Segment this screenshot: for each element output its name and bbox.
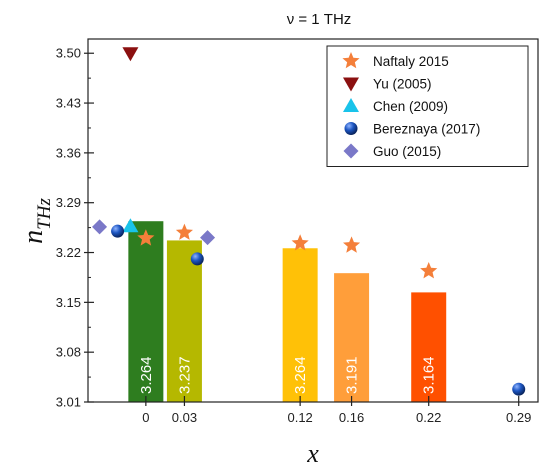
bar-labels-layer: 3.264 3.237 3.264 3.191 3.164: [138, 356, 438, 394]
bar: [128, 221, 164, 402]
x-tick-label: 0.22: [416, 410, 441, 425]
data-point-diamond: [200, 230, 216, 246]
y-ticks: 3.01 3.08 3.15 3.22 3.29 3.36 3.43 3.50: [56, 46, 94, 410]
legend-entry-label: Naftaly 2015: [373, 54, 449, 69]
bar: [166, 240, 202, 402]
data-point-sphere: [111, 224, 125, 238]
legend-marker-diamond: [343, 143, 359, 159]
data-point-sphere: [190, 252, 204, 266]
svg-text:nTHz: nTHz: [18, 198, 55, 244]
legend-marker-star: [342, 52, 360, 69]
data-point-triangle-down: [122, 47, 139, 62]
data-point-star: [291, 234, 309, 251]
x-tick-label: 0.03: [172, 410, 197, 425]
bar-value-label: 3.237: [176, 356, 193, 394]
x-ticks: 0 0.03 0.12 0.16 0.22 0.29: [142, 396, 531, 425]
legend-marker-triangle-down: [343, 77, 359, 92]
bar-value-label: 3.264: [292, 356, 309, 394]
data-point-star: [420, 262, 438, 279]
bar-value-label: 3.264: [138, 356, 155, 394]
x-tick-label: 0.29: [506, 410, 531, 425]
points-layer: [92, 47, 526, 396]
y-tick-label: 3.50: [56, 46, 81, 61]
y-tick-label: 3.15: [56, 295, 81, 310]
legend-marker-triangle-up: [343, 98, 359, 112]
bar-value-label: 3.191: [344, 356, 361, 394]
x-axis-label: x: [306, 439, 319, 468]
x-tick-label: 0: [142, 410, 149, 425]
legend-entry-label: Yu (2005): [373, 77, 432, 92]
y-tick-label: 3.29: [56, 195, 81, 210]
x-tick-label: 0.12: [287, 410, 312, 425]
data-point-sphere: [512, 382, 526, 396]
bar: [411, 292, 447, 402]
data-point-star: [175, 223, 193, 240]
y-axis-label-main: n: [18, 230, 49, 244]
data-point-diamond: [92, 219, 108, 235]
y-axis-label: nTHz: [18, 198, 55, 244]
y-tick-label: 3.08: [56, 345, 81, 360]
y-tick-label: 3.01: [56, 395, 81, 410]
chart-title: ν = 1 THz: [287, 11, 352, 28]
x-tick-label: 0.16: [339, 410, 364, 425]
data-point-star: [343, 236, 361, 253]
legend-entry-label: Chen (2009): [373, 99, 448, 114]
bar: [334, 273, 370, 402]
data-point-star: [137, 229, 155, 246]
legend-marker-sphere: [344, 122, 358, 135]
y-axis-label-sub: THz: [34, 198, 55, 230]
legend-box: [326, 45, 529, 167]
legend-entry-label: Bereznaya (2017): [373, 122, 480, 137]
y-tick-label: 3.22: [56, 245, 81, 260]
bars-layer: [128, 221, 447, 402]
data-point-triangle-up: [122, 218, 139, 233]
legend: Naftaly 2015 Yu (2005) Chen (2009) Bereznay…: [326, 45, 529, 167]
y-tick-label: 3.43: [56, 96, 81, 111]
y-tick-label: 3.36: [56, 145, 81, 160]
plot-frame: [87, 38, 539, 403]
bar: [282, 248, 318, 402]
legend-entry-label: Guo (2015): [373, 144, 441, 159]
bar-value-label: 3.164: [421, 356, 438, 394]
